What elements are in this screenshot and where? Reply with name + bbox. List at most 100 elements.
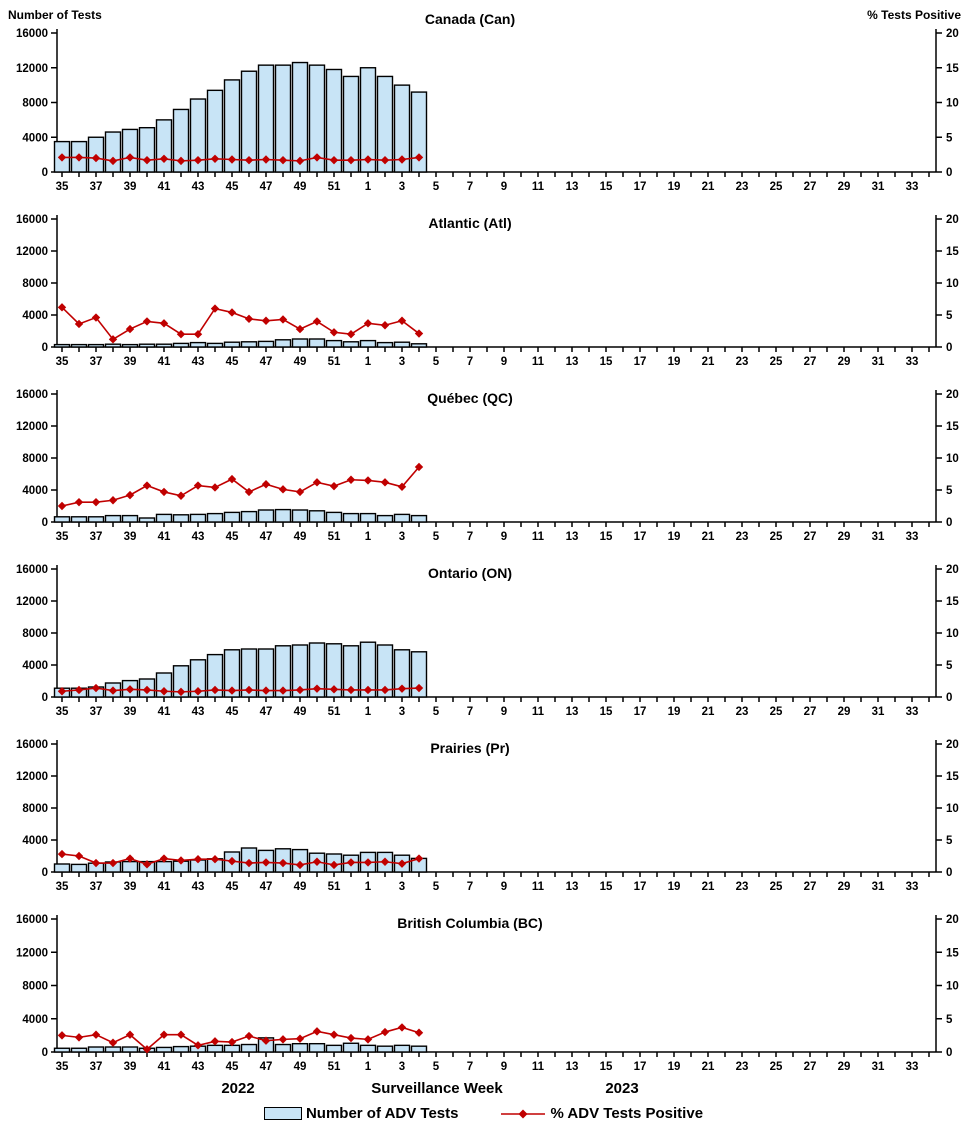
svg-text:43: 43: [192, 356, 205, 368]
svg-text:27: 27: [804, 181, 817, 193]
svg-text:17: 17: [634, 181, 647, 193]
svg-text:33: 33: [906, 881, 919, 893]
svg-text:9: 9: [501, 706, 507, 718]
svg-text:37: 37: [90, 181, 103, 193]
svg-text:51: 51: [328, 531, 341, 543]
svg-text:11: 11: [532, 181, 545, 193]
svg-text:19: 19: [668, 1061, 681, 1073]
svg-text:7: 7: [467, 706, 473, 718]
svg-text:12000: 12000: [16, 63, 48, 75]
svg-text:16000: 16000: [16, 739, 48, 751]
svg-text:0: 0: [946, 342, 952, 354]
svg-text:3: 3: [399, 881, 405, 893]
svg-text:12000: 12000: [16, 596, 48, 608]
svg-text:0: 0: [42, 867, 48, 879]
legend-positive-label: % ADV Tests Positive: [550, 1105, 704, 1122]
svg-text:13: 13: [566, 356, 579, 368]
svg-text:3: 3: [399, 181, 405, 193]
svg-text:0: 0: [946, 517, 952, 529]
svg-text:1: 1: [365, 1061, 372, 1073]
svg-text:Canada (Can): Canada (Can): [425, 11, 515, 27]
svg-text:10: 10: [946, 803, 959, 815]
svg-text:11: 11: [532, 356, 545, 368]
svg-text:10: 10: [946, 628, 959, 640]
svg-text:21: 21: [702, 181, 715, 193]
svg-text:27: 27: [804, 1061, 817, 1073]
panel-British Columbia (BC): British Columbia (BC) 0 4000 8000 12000 16000…: [16, 914, 959, 1073]
svg-text:25: 25: [770, 181, 783, 193]
line-diamond-swatch-icon: [501, 1109, 546, 1118]
svg-text:33: 33: [906, 356, 919, 368]
svg-text:15: 15: [600, 531, 613, 543]
panel-Canada (Can): Canada (Can)0400080001200016000051015203…: [16, 11, 959, 193]
svg-text:29: 29: [838, 531, 851, 543]
svg-text:33: 33: [906, 181, 919, 193]
svg-text:35: 35: [56, 531, 69, 543]
svg-text:12000: 12000: [16, 421, 48, 433]
svg-text:33: 33: [906, 1061, 919, 1073]
svg-text:4000: 4000: [22, 1014, 48, 1026]
svg-text:35: 35: [56, 1061, 69, 1073]
svg-text:8000: 8000: [22, 628, 48, 640]
svg-text:15: 15: [946, 246, 959, 258]
svg-text:47: 47: [260, 706, 273, 718]
svg-text:43: 43: [192, 1061, 205, 1073]
svg-text:23: 23: [736, 356, 749, 368]
svg-text:7: 7: [467, 1061, 473, 1073]
svg-text:25: 25: [770, 706, 783, 718]
svg-text:39: 39: [124, 181, 137, 193]
svg-text:Ontario (ON): Ontario (ON): [428, 565, 512, 581]
svg-text:47: 47: [260, 181, 273, 193]
svg-text:11: 11: [532, 706, 545, 718]
svg-text:47: 47: [260, 881, 273, 893]
svg-text:49: 49: [294, 356, 307, 368]
svg-text:4000: 4000: [22, 132, 48, 144]
svg-text:23: 23: [736, 706, 749, 718]
svg-text:15: 15: [600, 356, 613, 368]
svg-text:7: 7: [467, 356, 473, 368]
svg-text:49: 49: [294, 1061, 307, 1073]
svg-text:5: 5: [946, 310, 953, 322]
svg-text:9: 9: [501, 881, 507, 893]
svg-text:10: 10: [946, 453, 959, 465]
svg-text:9: 9: [501, 1061, 507, 1073]
svg-text:Prairies (Pr): Prairies (Pr): [430, 740, 509, 756]
svg-text:39: 39: [124, 531, 137, 543]
svg-text:49: 49: [294, 181, 307, 193]
svg-text:23: 23: [736, 881, 749, 893]
svg-text:20: 20: [946, 739, 959, 751]
svg-text:0: 0: [946, 167, 952, 179]
svg-text:29: 29: [838, 356, 851, 368]
svg-text:43: 43: [192, 181, 205, 193]
svg-text:43: 43: [192, 881, 205, 893]
svg-text:5: 5: [946, 485, 953, 497]
svg-text:19: 19: [668, 881, 681, 893]
svg-text:20: 20: [946, 914, 959, 926]
svg-text:7: 7: [467, 531, 473, 543]
svg-text:45: 45: [226, 181, 239, 193]
svg-text:51: 51: [328, 1061, 341, 1073]
legend-item-positive: % ADV Tests Positive: [500, 1105, 703, 1122]
svg-text:13: 13: [566, 181, 579, 193]
svg-text:21: 21: [702, 1061, 715, 1073]
svg-text:9: 9: [501, 531, 507, 543]
svg-text:11: 11: [532, 881, 545, 893]
svg-text:15: 15: [946, 596, 959, 608]
svg-text:3: 3: [399, 706, 405, 718]
svg-text:51: 51: [328, 356, 341, 368]
svg-text:33: 33: [906, 531, 919, 543]
svg-text:5: 5: [433, 1061, 440, 1073]
svg-text:1: 1: [365, 356, 372, 368]
svg-text:25: 25: [770, 531, 783, 543]
svg-text:16000: 16000: [16, 28, 48, 40]
svg-text:13: 13: [566, 531, 579, 543]
svg-text:27: 27: [804, 706, 817, 718]
svg-text:37: 37: [90, 356, 103, 368]
svg-text:10: 10: [946, 278, 959, 290]
svg-text:5: 5: [946, 1014, 953, 1026]
svg-text:31: 31: [872, 531, 885, 543]
svg-text:39: 39: [124, 356, 137, 368]
svg-text:5: 5: [433, 706, 440, 718]
svg-text:9: 9: [501, 181, 507, 193]
svg-text:17: 17: [634, 706, 647, 718]
